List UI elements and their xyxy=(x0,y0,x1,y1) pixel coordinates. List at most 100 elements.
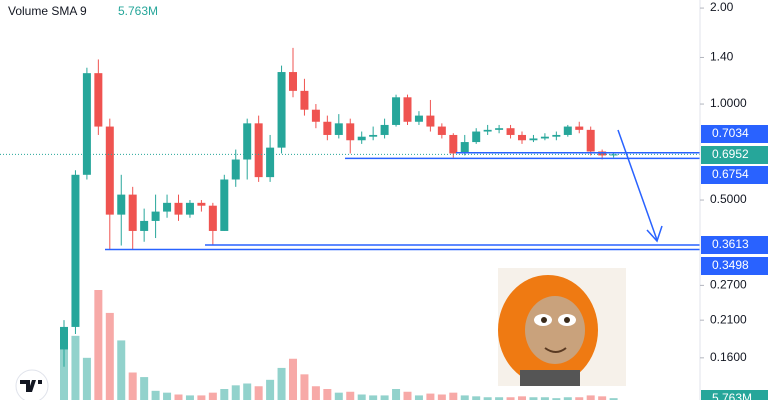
candle-body xyxy=(163,202,172,212)
volume-bar xyxy=(472,396,481,400)
candle-body xyxy=(483,129,492,132)
y-tick-label: 0.2700 xyxy=(710,278,747,292)
candle-body xyxy=(105,126,114,215)
candle-body xyxy=(174,202,183,215)
volume-bar xyxy=(369,395,378,400)
volume-bar xyxy=(563,397,572,400)
candle-body xyxy=(289,72,297,91)
y-tick-label: 1.40 xyxy=(710,50,734,64)
level-label: 0.7034 xyxy=(712,126,749,140)
logo xyxy=(15,369,49,400)
candle-body xyxy=(403,97,412,122)
meme-image xyxy=(498,268,626,386)
candle-body xyxy=(472,131,481,143)
volume-bar xyxy=(185,395,194,400)
volume-bar xyxy=(151,390,160,400)
candle-body xyxy=(586,129,595,152)
volume-bar xyxy=(117,340,126,400)
candle-body xyxy=(540,136,549,139)
volume-bar xyxy=(506,397,515,400)
volume-bar xyxy=(357,394,366,400)
volume-bar xyxy=(426,393,435,400)
candle-body xyxy=(495,128,504,130)
candle-body xyxy=(529,138,538,141)
volume-bar xyxy=(598,396,607,400)
volume-bar xyxy=(94,290,103,400)
level-label-box xyxy=(701,125,768,143)
candle-body xyxy=(449,134,458,154)
volume-bar xyxy=(311,386,320,400)
candle-body xyxy=(117,194,126,215)
candle-body xyxy=(460,142,469,154)
volume-bar xyxy=(518,396,526,400)
candle-body xyxy=(311,109,320,122)
volume-bar xyxy=(163,392,172,400)
candle-body xyxy=(185,202,194,215)
candle-body xyxy=(369,134,378,137)
volume-bar xyxy=(586,395,595,400)
volume-bar xyxy=(82,357,91,400)
candle-body xyxy=(552,134,561,137)
candle-body xyxy=(128,194,137,231)
volume-bar xyxy=(403,391,412,400)
last-price-label: 0.6952 xyxy=(712,147,749,161)
candle-body xyxy=(518,134,526,141)
volume-bar xyxy=(140,377,149,400)
candle-body xyxy=(254,123,263,178)
candle-body xyxy=(575,126,584,130)
candle-body xyxy=(437,126,446,135)
candle-body xyxy=(71,174,80,327)
y-tick-label: 2.00 xyxy=(710,0,734,14)
volume-bar xyxy=(208,392,217,400)
level-label: 0.3613 xyxy=(712,237,749,251)
candle-body xyxy=(140,220,149,231)
indicator-name: Volume SMA 9 xyxy=(8,4,87,18)
y-tick-label: 0.5000 xyxy=(710,192,747,206)
volume-bar xyxy=(289,358,297,400)
candle-body xyxy=(220,179,229,231)
volume-bar xyxy=(231,385,240,400)
volume-bar xyxy=(346,391,355,400)
volume-bar xyxy=(266,379,275,400)
y-tick-label: 0.1600 xyxy=(710,350,747,364)
candle-body xyxy=(277,72,286,148)
volume-sma-box xyxy=(701,390,768,400)
volume-bar xyxy=(437,394,446,400)
volume-bar xyxy=(334,392,343,400)
level-label-box xyxy=(701,166,768,184)
candle-body xyxy=(609,154,618,156)
volume-bar xyxy=(128,372,137,400)
price-layer xyxy=(0,47,700,367)
volume-bar xyxy=(254,386,263,400)
volume-bar xyxy=(449,392,458,400)
candle-body xyxy=(197,202,206,206)
volume-bar xyxy=(105,312,114,400)
volume-bar xyxy=(495,397,504,400)
candle-body xyxy=(323,121,332,135)
volume-sma-label: 5.763M xyxy=(712,391,752,400)
volume-layer xyxy=(60,290,618,400)
candle-body xyxy=(563,126,572,135)
axis-background xyxy=(701,0,768,400)
candle-body xyxy=(266,147,275,178)
volume-bar xyxy=(380,395,389,400)
level-label-box xyxy=(701,236,768,254)
volume-bar xyxy=(392,389,401,400)
price-axis: 2.00 1.40 1.0000 0.5000 0.2700 0.2100 0.1600 0.… xyxy=(700,0,768,400)
level-label: 0.6754 xyxy=(712,167,749,181)
candle-body xyxy=(60,326,68,350)
candle-body xyxy=(506,128,515,135)
last-price-box xyxy=(701,146,768,164)
y-tick-label: 0.2100 xyxy=(710,312,747,326)
candle-body xyxy=(94,73,103,127)
volume-bar xyxy=(71,335,80,400)
volume-bar xyxy=(220,389,229,400)
volume-bar xyxy=(277,367,286,400)
candle-body xyxy=(426,115,435,127)
candle-body xyxy=(414,115,423,122)
volume-bar xyxy=(300,374,309,400)
volume-bar xyxy=(197,395,206,400)
volume-bar xyxy=(414,395,423,400)
candle-body xyxy=(151,211,160,221)
